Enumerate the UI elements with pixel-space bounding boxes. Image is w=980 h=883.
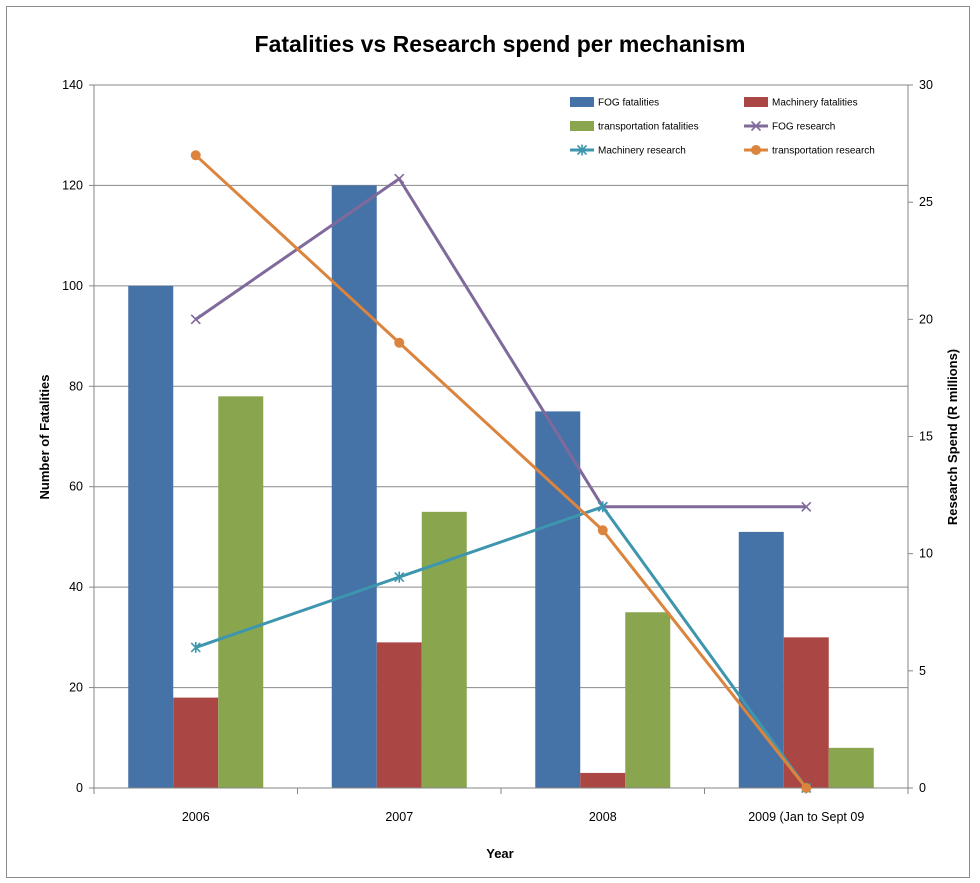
y-tick-label: 140 — [62, 78, 83, 92]
bar — [421, 511, 467, 788]
y-tick-label: 80 — [69, 379, 83, 393]
data-point — [394, 337, 405, 348]
data-point — [801, 783, 812, 793]
data-point — [751, 145, 761, 155]
bar — [535, 411, 581, 788]
y-tick-label: 100 — [62, 279, 83, 293]
data-point — [394, 571, 405, 583]
y2-tick-label: 5 — [919, 664, 926, 678]
legend-label: Machinery fatalities — [772, 98, 858, 109]
bar — [128, 285, 174, 788]
bar — [331, 185, 377, 788]
legend-label: transportation fatalities — [598, 122, 699, 133]
data-point — [597, 525, 608, 536]
line-series — [190, 150, 812, 794]
series-line — [194, 177, 807, 509]
legend-label: transportation research — [772, 146, 875, 157]
y2-tick-label: 15 — [919, 430, 933, 444]
y2-tick-label: 25 — [919, 195, 933, 209]
y2-tick-label: 20 — [919, 312, 933, 326]
y2-tick-label: 30 — [919, 78, 933, 92]
data-point — [190, 314, 201, 325]
series-line — [195, 505, 808, 789]
bar — [580, 772, 626, 788]
y-tick-label: 120 — [62, 178, 83, 192]
legend: FOG fatalities Machinery fatalities transp… — [570, 97, 875, 157]
x-tick-label: 2006 — [182, 810, 210, 824]
legend-label: Machinery research — [598, 146, 686, 157]
data-point — [576, 144, 588, 156]
y2-axis-title: Research Spend (R millions) — [945, 349, 960, 525]
y-tick-label: 60 — [69, 480, 83, 494]
legend-label: FOG fatalities — [598, 98, 659, 109]
y-tick-label: 20 — [69, 681, 83, 695]
legend-label: FOG research — [772, 122, 835, 133]
x-tick-label: 2007 — [385, 810, 413, 824]
bar — [783, 637, 829, 788]
legend-swatch — [744, 97, 768, 107]
tick-labels: 0 20 40 60 80 100 120 140 0 5 10 15 20 25 30 2006 2007 20… — [62, 78, 933, 824]
axes — [89, 84, 913, 794]
bar — [173, 697, 219, 788]
data-point — [190, 150, 201, 161]
y2-tick-label: 10 — [919, 547, 933, 561]
bar — [625, 612, 671, 788]
bar — [828, 747, 874, 788]
y-tick-label: 40 — [69, 580, 83, 594]
bar — [376, 642, 422, 788]
x-axis-title: Year — [486, 846, 513, 861]
series-line — [194, 154, 808, 789]
x-tick-label: 2008 — [589, 810, 617, 824]
x-tick-label: 2009 (Jan to Sept 09 — [748, 810, 864, 824]
chart-title: Fatalities vs Research spend per mechani… — [255, 31, 746, 57]
legend-swatch — [570, 121, 594, 131]
data-point — [190, 641, 201, 653]
data-point — [597, 501, 608, 513]
data-point — [801, 501, 812, 512]
data-point — [750, 120, 762, 132]
bar — [218, 396, 264, 788]
y2-tick-label: 0 — [919, 781, 926, 795]
legend-swatch — [570, 97, 594, 107]
data-point — [394, 173, 405, 184]
y-axis-title: Number of Fatalities — [37, 375, 52, 500]
y-tick-label: 0 — [76, 781, 83, 795]
